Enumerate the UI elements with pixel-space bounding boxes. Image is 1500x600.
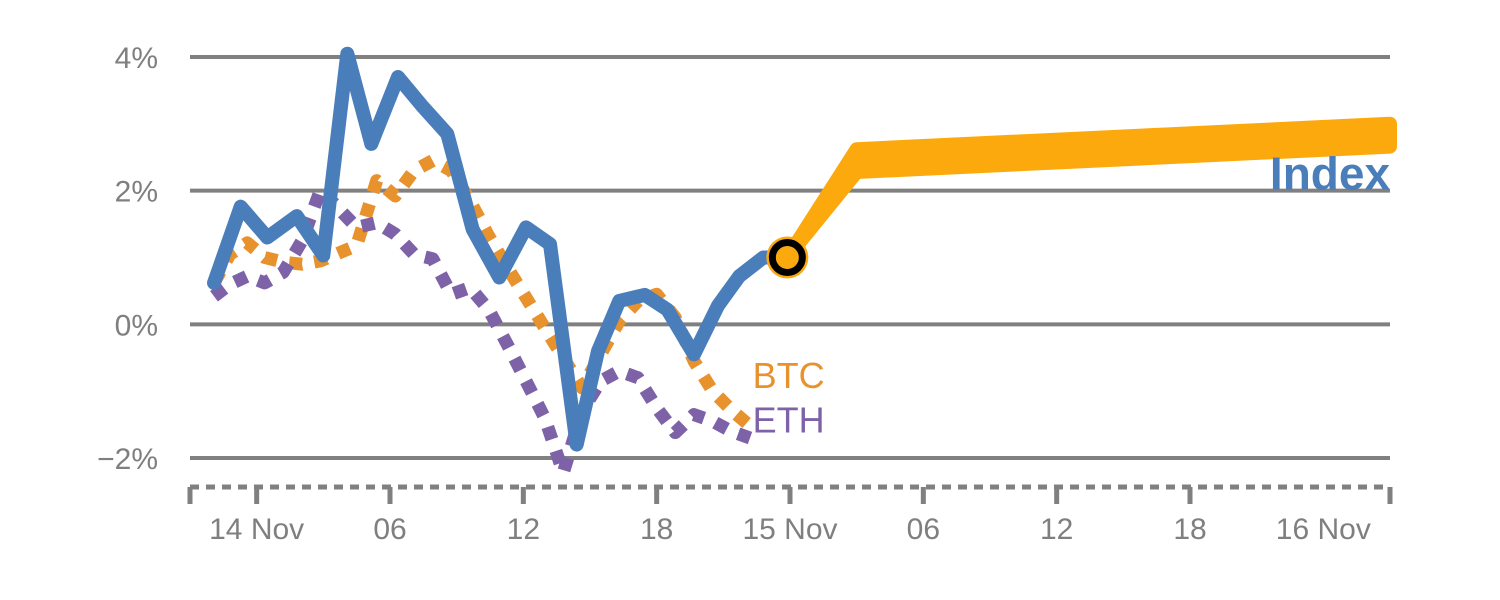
current-point-ring[interactable] bbox=[768, 239, 806, 276]
x-tick-label-6: 12 bbox=[1040, 513, 1073, 546]
x-tick-label-0: 14 Nov bbox=[209, 513, 304, 546]
x-axis-labels-group: 14 Nov 06 12 18 15 Nov 06 12 18 16 Nov bbox=[209, 513, 1371, 546]
y-tick-label-1: 2% bbox=[115, 176, 158, 209]
btc-label: BTC bbox=[753, 355, 825, 396]
eth-label: ETH bbox=[753, 400, 825, 441]
y-tick-label-2: 0% bbox=[115, 309, 158, 342]
series-line-index bbox=[207, 46, 795, 452]
index-label: Index bbox=[1270, 147, 1391, 199]
x-tick-label-1: 06 bbox=[373, 513, 406, 546]
y-tick-label-0: 4% bbox=[115, 42, 158, 75]
y-tick-label-3: −2% bbox=[97, 443, 158, 476]
current-point-marker-group[interactable] bbox=[766, 236, 809, 279]
series-line-eth bbox=[210, 182, 753, 480]
x-axis-group bbox=[187, 484, 1393, 504]
forecast-cone-group bbox=[780, 116, 1397, 265]
forecast-cone bbox=[780, 116, 1397, 265]
x-tick-label-8: 16 Nov bbox=[1276, 513, 1371, 546]
data-series-group bbox=[207, 46, 795, 480]
x-tick-label-4: 15 Nov bbox=[742, 513, 837, 546]
x-tick-label-7: 18 bbox=[1173, 513, 1206, 546]
x-tick-label-5: 06 bbox=[907, 513, 940, 546]
y-axis-labels-group: 4% 2% 0% −2% bbox=[97, 42, 158, 476]
x-tick-label-2: 12 bbox=[507, 513, 540, 546]
x-tick-label-3: 18 bbox=[640, 513, 673, 546]
